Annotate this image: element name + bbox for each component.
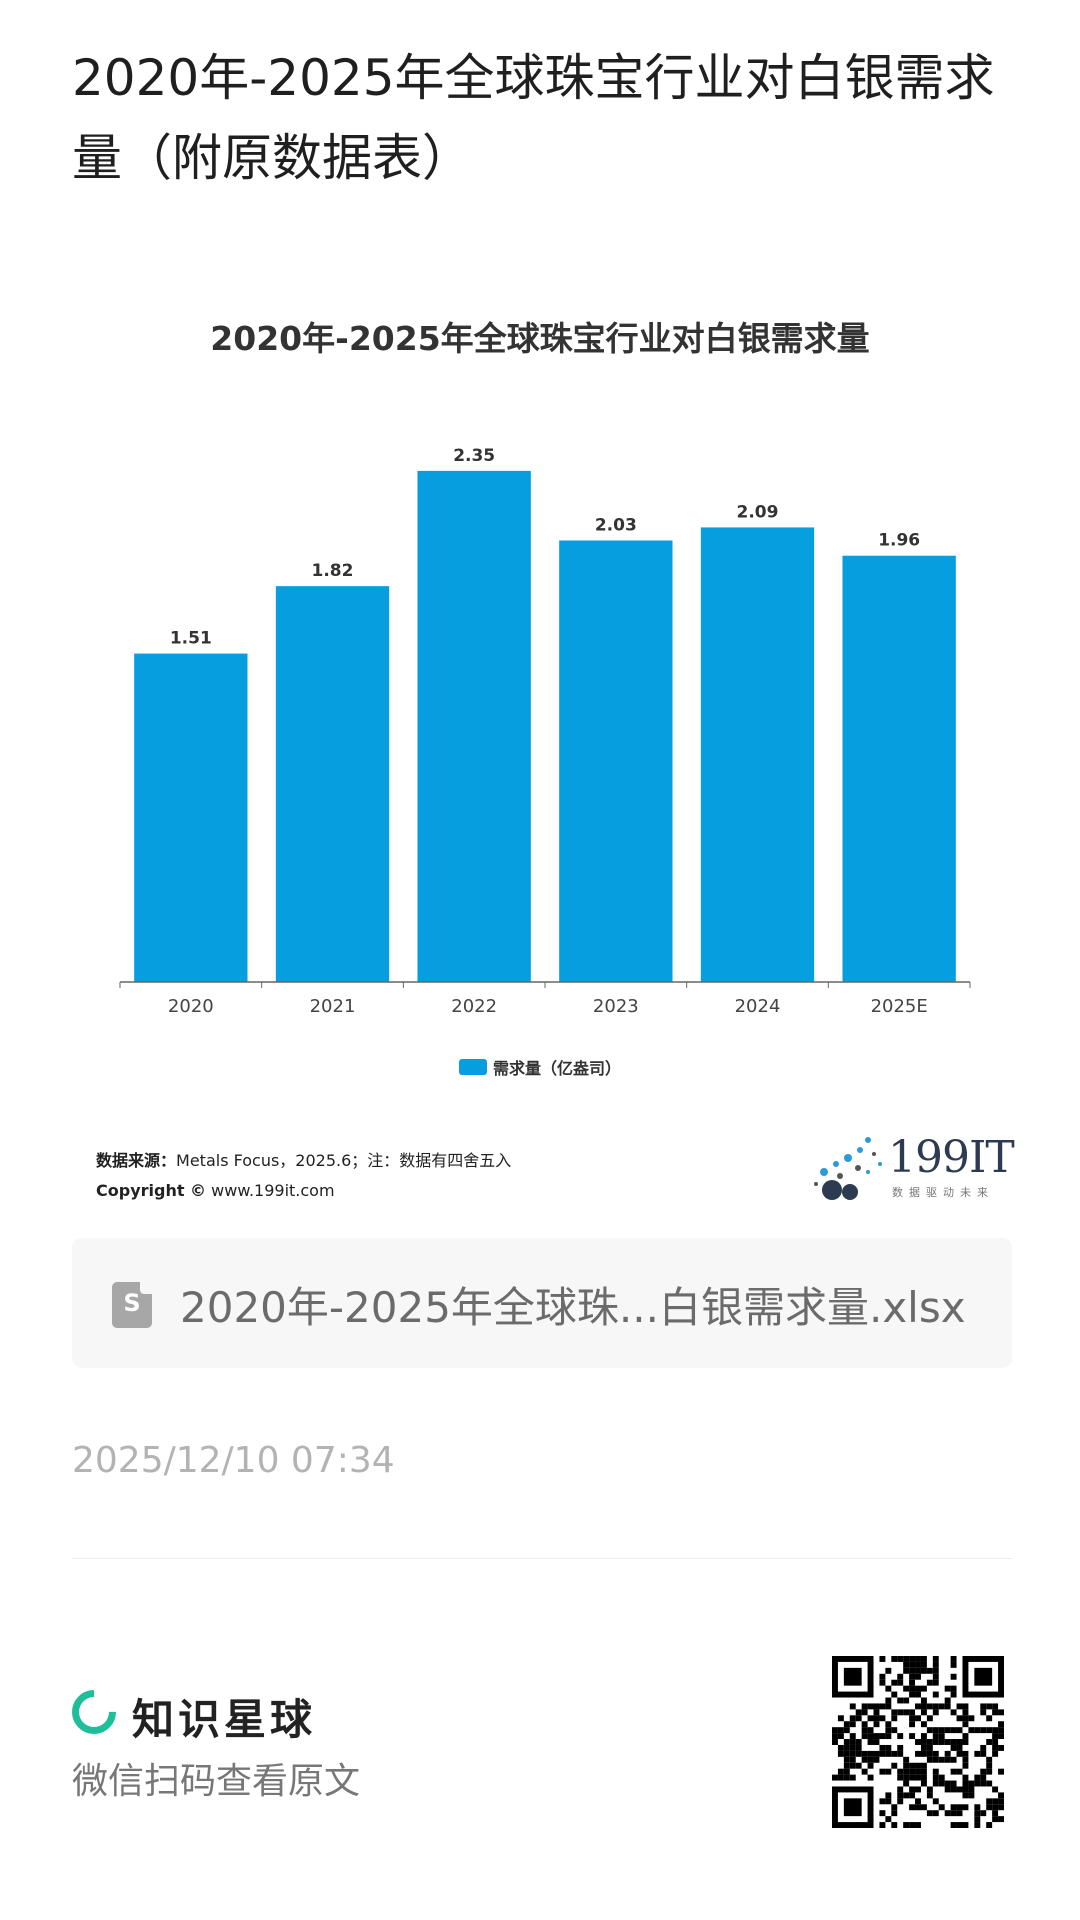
bar-2022 xyxy=(417,470,531,982)
x-tick-label-2025E: 2025E xyxy=(871,996,928,1017)
bar-2021 xyxy=(275,586,390,982)
post-timestamp: 2025/12/10 07:34 xyxy=(72,1440,395,1481)
bar-2025E xyxy=(842,555,956,982)
x-tick-label-2020: 2020 xyxy=(168,996,214,1017)
bar-2023 xyxy=(559,540,673,982)
bar-chart: 1.51 2020 1.82 2021 2.35 2022 2.03 2023 2.09 2024… xyxy=(119,446,971,1017)
chart-legend: 需求量（亿盎司） xyxy=(0,1055,1080,1079)
x-tick-label-2021: 2021 xyxy=(310,996,356,1017)
data-label-2021: 1.82 xyxy=(312,561,354,581)
divider xyxy=(72,1558,1012,1559)
legend-swatch xyxy=(458,1059,487,1075)
data-label-2022: 2.35 xyxy=(453,446,495,466)
logo-199it: 199IT 数据驱动未来 xyxy=(810,1132,1015,1202)
chart-title: 2020年-2025年全球珠宝行业对白银需求量 xyxy=(210,319,870,358)
qr-code-icon[interactable] xyxy=(832,1656,1004,1828)
source-label: 数据来源： xyxy=(96,1151,177,1170)
logo-subtitle: 数据驱动未来 xyxy=(892,1186,994,1199)
x-tick-label-2022: 2022 xyxy=(451,996,497,1017)
planet-ring-icon xyxy=(62,1680,126,1744)
copyright-label: Copyright © xyxy=(96,1181,207,1200)
copyright-text: www.199it.com xyxy=(206,1181,335,1200)
data-label-2024: 2.09 xyxy=(737,502,779,522)
page-title: 2020年-2025年全球珠宝行业对白银需求量（附原数据表） xyxy=(72,49,995,187)
logo-mark-icon xyxy=(814,1137,882,1200)
x-tick-label-2024: 2024 xyxy=(735,996,781,1017)
logo-text: 199IT xyxy=(888,1132,1015,1183)
data-label-2020: 1.51 xyxy=(170,629,212,649)
data-source: 数据来源：Metals Focus，2025.6；注：数据有四舍五入 Copyr… xyxy=(96,1146,511,1206)
bar-2024 xyxy=(700,527,815,982)
spreadsheet-file-icon: S xyxy=(112,1282,152,1328)
data-label-2025E: 1.96 xyxy=(878,531,920,551)
brand-name: 知识星球 xyxy=(132,1695,317,1744)
bar-2020 xyxy=(134,653,248,982)
data-label-2023: 2.03 xyxy=(595,515,637,535)
scan-hint: 微信扫码查看原文 xyxy=(72,1761,361,1802)
legend-label: 需求量（亿盎司） xyxy=(492,1059,621,1078)
x-tick-label-2023: 2023 xyxy=(593,996,639,1017)
attachment-file-name: 2020年-2025年全球珠...白银需求量.xlsx xyxy=(180,1283,966,1332)
source-text: Metals Focus，2025.6；注：数据有四舍五入 xyxy=(176,1151,512,1170)
attachment-file-card[interactable]: S 2020年-2025年全球珠...白银需求量.xlsx xyxy=(72,1238,1012,1368)
